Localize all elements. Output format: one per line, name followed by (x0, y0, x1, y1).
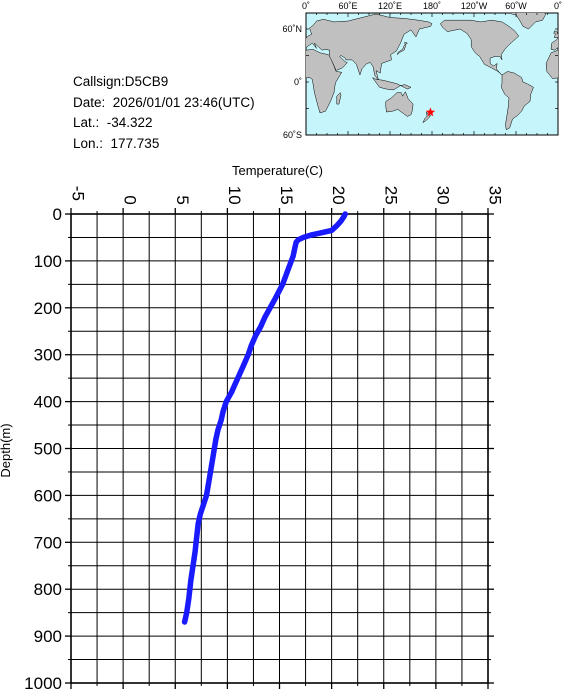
y-tick-label: 800 (34, 580, 62, 599)
x-tick-label: 15 (277, 186, 296, 205)
x-tick-label: 5 (173, 195, 192, 204)
y-tick-label: 100 (34, 252, 62, 271)
station-marker-star-icon (425, 107, 436, 117)
x-tick-label: 35 (486, 186, 505, 205)
y-tick-label: 1000 (24, 674, 62, 690)
map-side-label: 0˚ (294, 77, 302, 87)
series-line-temperature-profile (181, 211, 348, 625)
uk-landmass (306, 33, 308, 38)
north-america-landmass (440, 19, 520, 76)
x-tick-label: 25 (381, 186, 400, 205)
y-tick-label: 300 (34, 346, 62, 365)
south-america-landmass (501, 71, 534, 131)
callsign-text: Callsign:D5CB9 (73, 74, 169, 89)
eurasia-landmass-wrap (550, 37, 558, 51)
map-side-label: 60˚N (282, 24, 302, 34)
map-top-label: 120˚W (461, 1, 488, 11)
uk-landmass-wrap (553, 30, 558, 39)
y-tick-label: 500 (34, 440, 62, 459)
africa-landmass-wrap (545, 49, 558, 79)
map-top-label: 60˚E (338, 1, 357, 11)
latitude-text: Lat.: -34.322 (73, 115, 153, 130)
x-tick-label: 0 (121, 195, 140, 204)
greenland-landmass (507, 13, 546, 30)
date-text: Date: 2026/01/01 23:46(UTC) (73, 94, 255, 110)
eurasia-landmass (306, 13, 433, 82)
japan-landmass (396, 41, 409, 55)
map-side-label: 60˚S (283, 130, 302, 140)
y-tick-label: 900 (34, 627, 62, 646)
y-tick-label: 0 (53, 205, 62, 224)
map-land (306, 13, 558, 131)
australia-landmass (385, 91, 414, 117)
map-top-label: 180˚ (423, 1, 441, 11)
x-tick-label: -5 (69, 186, 88, 201)
y-axis-title: Depth(m) (0, 423, 13, 477)
y-tick-label: 600 (34, 486, 62, 505)
y-tick-label: 700 (34, 533, 62, 552)
map-top-label: 0˚ (302, 1, 310, 11)
longitude-text: Lon.: 177.735 (73, 135, 160, 151)
x-axis-title: Temperature(C) (232, 163, 323, 178)
y-tick-label: 200 (34, 299, 62, 318)
madagascar-landmass (336, 92, 342, 105)
map-top-label: 0˚ (554, 1, 562, 11)
station-info: Callsign:D5CB9 Date: 2026/01/01 23:46(UT… (73, 72, 255, 154)
x-tick-label: 10 (225, 186, 244, 205)
indonesia-landmass (372, 77, 412, 91)
map-top-label: 60˚W (505, 1, 527, 11)
africa-landmass (306, 49, 343, 114)
x-tick-label: 20 (329, 186, 348, 205)
y-tick-label: 400 (34, 393, 62, 412)
x-tick-label: 30 (433, 186, 452, 205)
map-top-label: 120˚E (378, 1, 402, 11)
